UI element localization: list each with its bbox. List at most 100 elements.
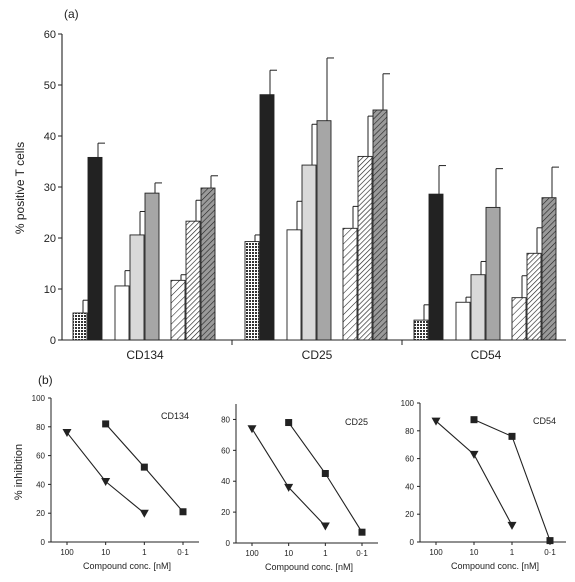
x-axis-label: Compound conc. [nM] [451, 561, 539, 571]
bar-CD25-3 [301, 164, 317, 341]
panel-a-bars [72, 57, 559, 341]
bar-CD25-5 [342, 227, 358, 341]
y-tick-label: 60 [36, 452, 45, 461]
bar-CD25-2 [286, 229, 302, 341]
marker-triangle-down [320, 522, 330, 531]
y-tick-label: 40 [36, 480, 45, 489]
y-tick-label: 20 [221, 508, 230, 517]
marker-square [285, 419, 293, 427]
x-axis-label: Compound conc. [nM] [265, 562, 353, 572]
bar-CD25-4 [316, 120, 332, 341]
panel-a-label: (a) [64, 7, 79, 21]
y-tick-label: 60 [405, 455, 414, 464]
marker-square [508, 432, 516, 440]
panel-a-y-ticks: 0 10 20 30 40 50 60 [44, 29, 62, 347]
chart-title: CD25 [345, 417, 368, 427]
marker-square [321, 470, 329, 477]
y-tick-label: 20 [44, 233, 56, 245]
series-line-triangle-down [251, 428, 326, 527]
y-tick-label: 60 [44, 29, 56, 41]
x-category-label: CD134 [126, 348, 164, 362]
bar-CD54-2 [455, 301, 471, 341]
bar-CD25-6 [357, 155, 373, 341]
marker-square [140, 463, 148, 471]
y-tick-label: 0 [50, 335, 56, 347]
y-tick-label: 60 [221, 446, 230, 455]
x-tick-label: 0·1 [544, 548, 556, 557]
marker-triangle-down [247, 425, 257, 434]
x-axis-label: Compound conc. [nM] [83, 561, 171, 571]
bar-CD54-5 [511, 297, 527, 341]
series-line-triangle-down [66, 432, 145, 514]
y-tick-label: 0 [41, 538, 46, 547]
bar-CD54-3 [470, 274, 486, 341]
y-tick-label: 40 [405, 482, 414, 491]
panel-a-bar-chart: (a) % positive T cells 0 10 20 30 40 50 60 CD1… [13, 7, 566, 362]
y-tick-label: 40 [44, 131, 56, 143]
x-tick-label: 10 [470, 548, 479, 557]
bar-CD54-0 [413, 319, 429, 341]
bar-CD54-6 [526, 252, 542, 341]
bar-CD134-7 [200, 187, 216, 341]
series-line-triangle-down [435, 420, 513, 526]
x-tick-label: 100 [245, 549, 259, 558]
y-tick-label: 40 [221, 477, 230, 486]
y-tick-label: 0 [226, 539, 231, 548]
panel-a-x-labels: CD134 CD25 CD54 [126, 348, 501, 362]
y-tick-label: 100 [401, 399, 415, 408]
bar-CD54-1 [428, 193, 444, 341]
panel-b-y-axis-label: % inhibition [13, 444, 25, 500]
chart-title: CD134 [161, 411, 189, 421]
bar-CD134-0 [72, 312, 88, 341]
marker-triangle-down [469, 450, 479, 459]
x-category-label: CD54 [471, 348, 502, 362]
y-tick-label: 10 [44, 284, 56, 296]
bar-CD25-7 [372, 109, 388, 341]
bar-CD25-0 [244, 241, 260, 341]
bar-CD54-4 [485, 206, 501, 341]
panel-a-y-axis-label: % positive T cells [13, 142, 27, 234]
x-tick-label: 10 [101, 548, 110, 557]
x-tick-label: 10 [284, 549, 293, 558]
y-tick-label: 100 [32, 394, 46, 403]
panel-b-label: (b) [38, 373, 53, 387]
bar-CD54-7 [541, 197, 557, 341]
chart-title: CD54 [533, 416, 556, 426]
bar-CD134-4 [144, 192, 160, 341]
marker-square [179, 508, 187, 516]
bar-CD134-3 [129, 234, 145, 341]
x-tick-label: 100 [60, 548, 74, 557]
series-line-square [288, 422, 363, 533]
bar-CD134-5 [170, 279, 186, 341]
marker-square [546, 537, 554, 545]
x-tick-label: 1 [323, 549, 328, 558]
y-tick-label: 80 [405, 427, 414, 436]
marker-triangle-down [101, 478, 111, 487]
x-tick-label: 1 [510, 548, 515, 557]
y-tick-label: 80 [221, 415, 230, 424]
y-tick-label: 20 [36, 509, 45, 518]
x-tick-label: 100 [429, 548, 443, 557]
marker-square [102, 420, 110, 428]
marker-square [358, 528, 366, 536]
bar-CD134-6 [185, 220, 201, 341]
x-tick-label: 1 [142, 548, 147, 557]
bar-CD134-1 [87, 156, 103, 341]
y-tick-label: 30 [44, 182, 56, 194]
marker-triangle-down [431, 417, 441, 426]
y-tick-label: 0 [410, 538, 415, 547]
marker-triangle-down [507, 521, 517, 530]
x-tick-label: 0·1 [356, 549, 368, 558]
x-category-label: CD25 [302, 348, 333, 362]
marker-triangle-down [62, 429, 72, 438]
bar-CD134-2 [114, 285, 130, 341]
marker-square [470, 416, 478, 424]
marker-triangle-down [139, 509, 149, 518]
panel-b-chart-CD134: 0 20 40 60 80 100 100 10 1 0·1 Compound conc. [nM]… [32, 394, 199, 571]
x-tick-label: 0·1 [177, 548, 189, 557]
y-tick-label: 20 [405, 510, 414, 519]
y-tick-label: 80 [36, 423, 45, 432]
